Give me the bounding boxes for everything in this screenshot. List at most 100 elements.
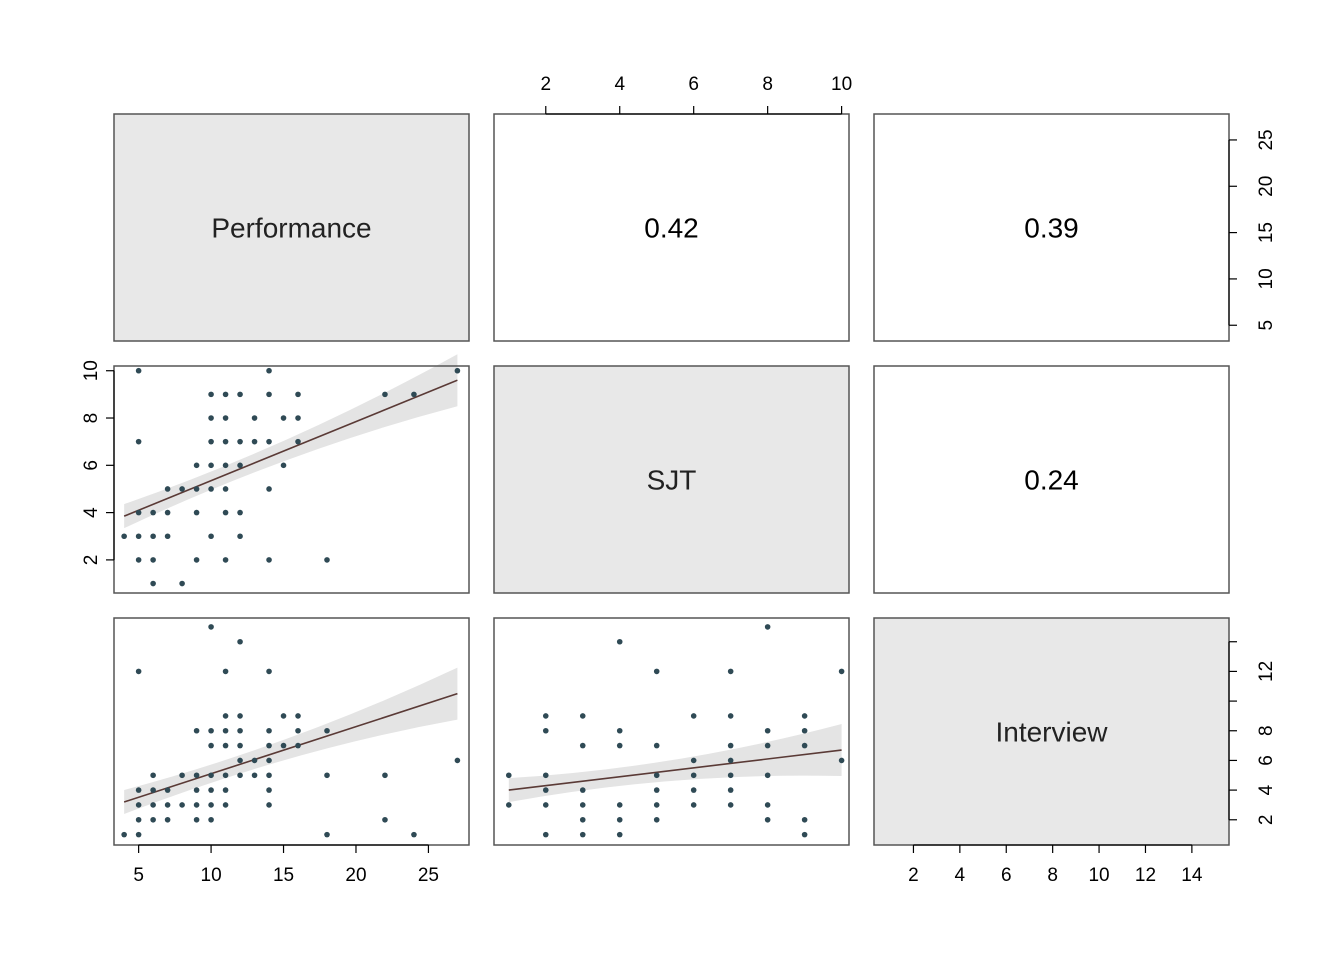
data-point: [208, 462, 214, 469]
axis-layer: 5 10 15 20 25 2 4 6 8 10 12 142 4 6 8 10246810510152025…: [81, 74, 1277, 886]
data-point: [266, 438, 272, 445]
data-point: [208, 391, 214, 398]
data-point: [653, 668, 660, 675]
data-point: [295, 727, 301, 734]
data-point: [727, 757, 734, 764]
data-point: [222, 486, 229, 492]
data-point: [579, 742, 586, 749]
data-point: [266, 802, 272, 808]
data-point: [208, 415, 214, 421]
correlation-panel: [873, 365, 1230, 594]
tick-label: 12: [1135, 865, 1156, 886]
correlation-panel: [493, 113, 850, 342]
data-point: [222, 557, 229, 563]
correlation-panel: [873, 113, 1230, 342]
variable-label-sjt: SJT: [647, 465, 697, 496]
data-point: [542, 831, 549, 838]
data-point: [135, 668, 142, 675]
data-point: [727, 742, 734, 749]
data-point: [237, 509, 243, 516]
data-point: [179, 580, 185, 587]
tick-label: 4: [1256, 784, 1277, 795]
regression-line: [123, 692, 458, 803]
data-point: [135, 533, 142, 540]
data-point: [266, 727, 272, 734]
data-point: [208, 816, 214, 823]
data-point: [801, 713, 808, 719]
data-point: [653, 787, 660, 793]
tick-label: 14: [1181, 865, 1203, 886]
data-point: [135, 831, 142, 838]
data-point: [179, 772, 185, 779]
data-point: [616, 816, 623, 823]
data-point: [616, 742, 623, 749]
data-point: [222, 742, 229, 749]
data-point: [295, 742, 301, 749]
data-point: [164, 509, 171, 516]
data-point: [208, 624, 214, 630]
data-point: [193, 557, 200, 563]
data-point: [801, 742, 808, 749]
data-point: [179, 486, 185, 492]
data-point: [727, 713, 734, 719]
tick-label: 20: [1256, 176, 1277, 197]
data-point: [280, 462, 287, 469]
data-point: [237, 772, 243, 779]
data-point: [121, 831, 127, 838]
data-point: [237, 438, 243, 445]
data-point: [208, 772, 214, 779]
data-point: [150, 772, 156, 779]
confidence-band: [124, 354, 458, 529]
data-point: [135, 787, 142, 793]
data-point: [382, 772, 388, 779]
data-point: [579, 713, 586, 719]
data-point: [208, 438, 214, 445]
data-point: [193, 772, 200, 779]
data-point: [690, 772, 697, 779]
data-point: [237, 727, 243, 734]
data-point: [179, 802, 185, 808]
tick-label: 15: [273, 865, 294, 886]
tick-label: 15: [1256, 222, 1277, 243]
data-point: [150, 533, 156, 540]
data-point: [135, 367, 142, 374]
correlation-value: 0.42: [644, 213, 699, 244]
data-point: [838, 668, 845, 675]
panel-border: [493, 617, 850, 846]
data-point: [690, 757, 697, 764]
data-point: [251, 415, 258, 421]
data-point: [237, 638, 243, 645]
data-point: [222, 727, 229, 734]
data-point: [616, 802, 623, 808]
data-point: [266, 757, 272, 764]
scatter-panel-interview-vs-sjt: [493, 617, 850, 846]
data-point: [266, 787, 272, 793]
data-point: [222, 391, 229, 398]
tick-label: 2: [540, 74, 551, 95]
data-point: [454, 367, 461, 374]
data-point: [727, 802, 734, 808]
data-point: [280, 742, 287, 749]
data-point: [222, 772, 229, 779]
data-point: [237, 533, 243, 540]
data-point: [135, 509, 142, 516]
data-point: [764, 742, 771, 749]
tick-label: 10: [831, 74, 852, 95]
data-point: [237, 391, 243, 398]
data-point: [135, 438, 142, 445]
data-point: [135, 802, 142, 808]
data-point: [727, 772, 734, 779]
data-point: [616, 638, 623, 645]
tick-label: 8: [1256, 725, 1277, 736]
data-point: [164, 486, 171, 492]
data-point: [411, 831, 417, 838]
data-point: [251, 438, 258, 445]
data-point: [690, 787, 697, 793]
data-point: [324, 831, 330, 838]
data-point: [222, 787, 229, 793]
data-point: [237, 742, 243, 749]
data-point: [542, 727, 549, 734]
panel-background: [114, 618, 469, 845]
data-point: [295, 391, 301, 398]
